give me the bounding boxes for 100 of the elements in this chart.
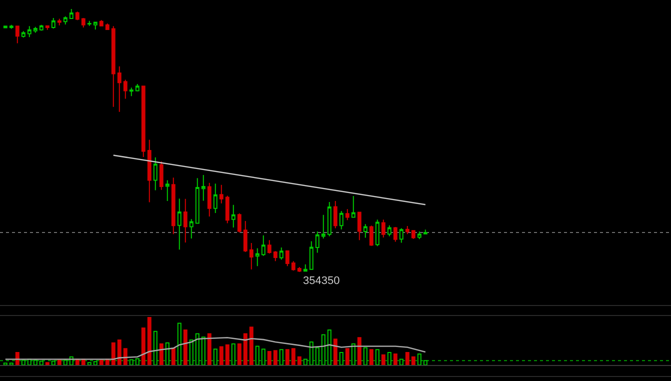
bar [165, 342, 170, 365]
bar [405, 352, 410, 365]
candlestick [171, 177, 176, 235]
candlestick [99, 20, 104, 27]
bar [39, 360, 44, 365]
candlestick [417, 230, 422, 240]
bar [99, 360, 104, 365]
candlestick [111, 26, 116, 108]
candlestick [309, 240, 314, 270]
bar [207, 333, 212, 365]
bar [291, 348, 296, 365]
candlestick [81, 17, 86, 28]
bar [189, 340, 194, 365]
bar [123, 348, 128, 365]
candlestick [399, 228, 404, 244]
bar [63, 360, 68, 365]
bar [393, 353, 398, 365]
candlestick [129, 87, 134, 97]
candlestick [249, 242, 254, 270]
bar [273, 350, 278, 365]
candlestick [183, 198, 188, 243]
bar [309, 341, 314, 365]
bar [93, 361, 98, 365]
bar [243, 333, 248, 365]
candlestick [297, 266, 302, 272]
candlestick [369, 225, 374, 246]
candlestick [243, 220, 248, 252]
bar [303, 358, 308, 365]
bar [369, 349, 374, 365]
bar [201, 336, 206, 365]
bar [21, 360, 26, 365]
candlestick [9, 24, 14, 30]
bar [375, 349, 380, 365]
bar [141, 328, 146, 365]
candlestick [201, 174, 206, 202]
bar [423, 360, 428, 365]
candlestick [327, 202, 332, 237]
candlestick [213, 183, 218, 214]
bar [153, 330, 158, 365]
bar [177, 322, 182, 365]
bar [267, 351, 272, 365]
bar [33, 360, 38, 365]
candlestick [21, 30, 26, 38]
bar [159, 343, 164, 365]
candlestick [321, 214, 326, 240]
candlestick [51, 17, 56, 30]
candlestick [147, 139, 152, 203]
candlestick [177, 198, 182, 250]
candlestick [273, 250, 278, 262]
candlestick [57, 18, 62, 26]
candlestick [279, 247, 284, 260]
bar [357, 337, 362, 365]
candlestick [363, 224, 368, 238]
candlestick [63, 16, 68, 26]
bar [111, 342, 116, 365]
candlestick [189, 218, 194, 240]
bar [183, 329, 188, 365]
bar [411, 356, 416, 365]
candlestick [165, 180, 170, 202]
bar [321, 334, 326, 365]
bar [345, 348, 350, 365]
candlestick [393, 226, 398, 242]
candlestick [387, 224, 392, 237]
bar [117, 340, 122, 365]
bar [51, 360, 56, 365]
candlestick [333, 200, 338, 229]
bar [237, 343, 242, 365]
candlestick [267, 240, 272, 254]
candlestick [3, 25, 8, 28]
candlestick [411, 230, 416, 240]
bar [255, 346, 260, 365]
candlestick [303, 264, 308, 272]
candlestick [219, 184, 224, 204]
candlestick [423, 229, 428, 235]
candlestick [351, 195, 356, 218]
candlestick [237, 212, 242, 234]
bar [195, 333, 200, 365]
bar [135, 358, 140, 365]
bar [333, 338, 338, 365]
candlestick [153, 156, 158, 191]
candlestick [159, 161, 164, 190]
candlestick [93, 22, 98, 30]
candlestick [15, 26, 20, 44]
candlestick [117, 66, 122, 112]
candlestick [195, 178, 200, 224]
candlestick [135, 83, 140, 92]
bar [363, 347, 368, 365]
bar [171, 348, 176, 365]
bar [387, 352, 392, 365]
bar [45, 362, 50, 365]
bar [219, 346, 224, 365]
candlestick [69, 8, 74, 20]
candlestick [345, 208, 350, 221]
candlestick [255, 248, 260, 267]
candlestick [87, 20, 92, 26]
bar [315, 347, 320, 365]
bar [327, 329, 332, 365]
candlestick [207, 182, 212, 217]
bar [213, 348, 218, 365]
candlestick [39, 24, 44, 32]
